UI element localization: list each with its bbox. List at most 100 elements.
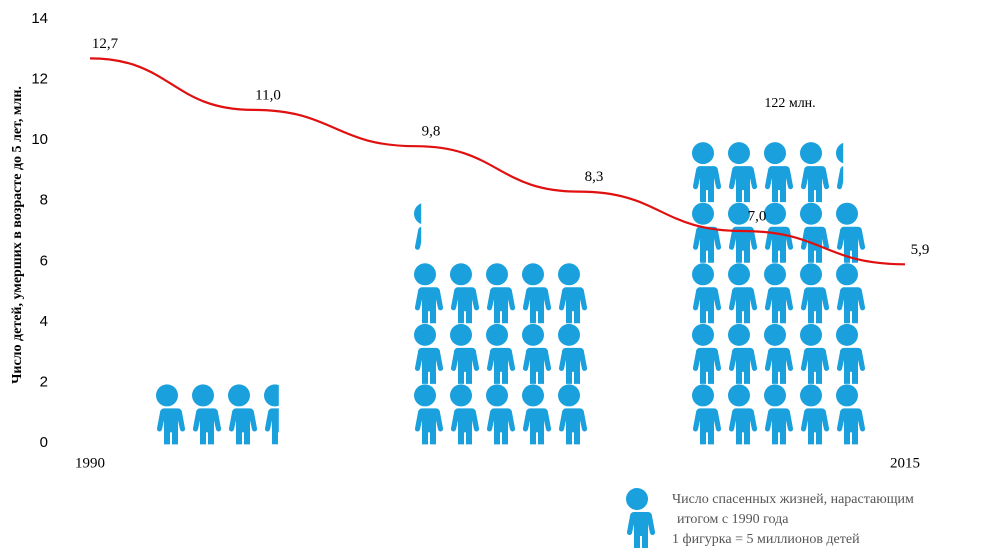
- figure-head: [522, 263, 544, 286]
- pictogram-group: [692, 142, 866, 445]
- figure-body: [156, 408, 186, 445]
- figure-head: [728, 263, 750, 286]
- figure-head: [692, 202, 714, 225]
- y-tick-label: 10: [31, 131, 48, 148]
- figure: [450, 263, 480, 324]
- figure: [414, 384, 444, 445]
- figure: [558, 384, 588, 445]
- figure-body: [764, 408, 794, 445]
- figure-body: [836, 287, 866, 324]
- figure-body: [800, 166, 830, 203]
- figure: [728, 142, 758, 203]
- figure-head: [764, 323, 786, 346]
- figure: [558, 263, 588, 324]
- figure-head: [728, 202, 750, 225]
- figure: [414, 323, 444, 384]
- figure-body: [764, 347, 794, 384]
- figure: [800, 384, 830, 445]
- figure-head: [800, 323, 822, 346]
- figure-body: [414, 226, 422, 250]
- figure-head: [414, 263, 436, 286]
- figure-head: [156, 384, 178, 407]
- figure-head: [692, 323, 714, 346]
- figure: [728, 323, 758, 384]
- figure: [728, 263, 758, 324]
- figure-head: [486, 263, 508, 286]
- value-label: 12,7: [92, 36, 119, 52]
- figure-body: [692, 166, 722, 203]
- figure-body: [692, 226, 722, 263]
- y-axis-title: Число детей, умерших в возрасте до 5 лет…: [10, 86, 25, 384]
- legend-text: 1 фигурка = 5 миллионов детей: [672, 532, 860, 547]
- y-tick-label: 4: [40, 313, 48, 330]
- figure-head: [764, 142, 786, 165]
- figure-head: [836, 142, 844, 164]
- figure: [764, 263, 794, 324]
- legend-text: итогом с 1990 года: [677, 512, 789, 527]
- figure-body: [692, 347, 722, 384]
- figure: [836, 323, 866, 384]
- figure: [264, 384, 279, 445]
- figure-body: [728, 166, 758, 203]
- figure-head: [692, 263, 714, 286]
- figure-head: [486, 323, 508, 346]
- figure-body: [414, 347, 444, 384]
- annotation: 122 млн.: [764, 96, 815, 111]
- figure-head: [414, 203, 422, 225]
- figure-body: [800, 287, 830, 324]
- figure-head: [558, 384, 580, 407]
- figure-body: [192, 408, 222, 445]
- figure-body: [414, 408, 444, 445]
- figure-body: [764, 287, 794, 324]
- figure-head: [486, 384, 508, 407]
- figure-body: [728, 347, 758, 384]
- figure: [156, 384, 186, 445]
- y-tick-label: 8: [40, 192, 48, 209]
- figure-head: [558, 323, 580, 346]
- figure-head: [764, 202, 786, 225]
- figure-body: [692, 287, 722, 324]
- figure-head: [414, 323, 436, 346]
- x-tick-label: 1990: [75, 455, 105, 471]
- value-label: 11,0: [255, 87, 281, 103]
- figure: [692, 142, 722, 203]
- figure: [414, 203, 422, 250]
- pictogram-group: [156, 384, 279, 445]
- figure-body: [450, 347, 480, 384]
- figure-body: [836, 347, 866, 384]
- figure-body: [522, 287, 552, 324]
- figure-head: [450, 263, 472, 286]
- figure-body: [764, 166, 794, 203]
- figure-head: [192, 384, 214, 407]
- figure-head: [728, 323, 750, 346]
- figure-head: [450, 323, 472, 346]
- figure: [764, 323, 794, 384]
- figure: [764, 384, 794, 445]
- figure-head: [692, 384, 714, 407]
- figure-body: [728, 408, 758, 445]
- figure-head: [836, 323, 858, 346]
- figure: [764, 142, 794, 203]
- figure-head: [626, 488, 648, 510]
- figure-body: [414, 287, 444, 324]
- figure: [192, 384, 222, 445]
- figure: [522, 263, 552, 324]
- figure-body: [836, 408, 866, 445]
- figure: [800, 202, 830, 263]
- figure: [450, 323, 480, 384]
- value-label: 9,8: [422, 124, 441, 140]
- figure-head: [522, 323, 544, 346]
- figure: [836, 384, 866, 445]
- figure: [522, 323, 552, 384]
- figure-body: [728, 287, 758, 324]
- figure-body: [486, 408, 516, 445]
- figure-head: [764, 263, 786, 286]
- figure-body: [558, 347, 588, 384]
- figure-head: [800, 384, 822, 407]
- figure-body: [558, 408, 588, 445]
- figure-head: [264, 384, 279, 407]
- figure: [800, 323, 830, 384]
- figure-head: [836, 384, 858, 407]
